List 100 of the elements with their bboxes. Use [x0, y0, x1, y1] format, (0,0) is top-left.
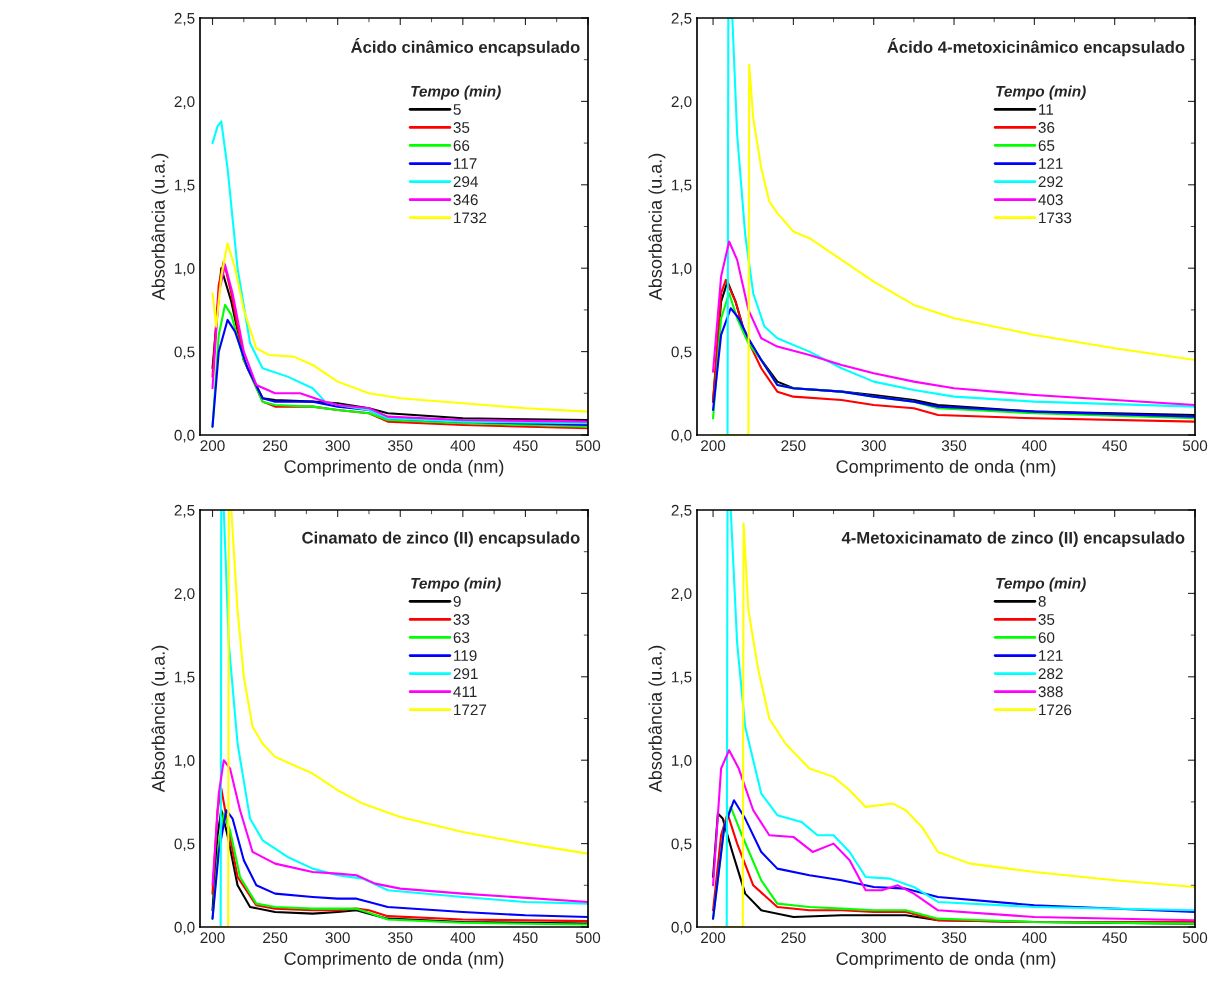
- x-axis-title: Comprimento de onda (nm): [284, 951, 504, 969]
- x-tick-label: 500: [1182, 932, 1208, 944]
- x-tick-label: 300: [861, 932, 886, 944]
- legend-label: 1733: [1039, 212, 1072, 224]
- legend-label: 9: [453, 596, 461, 607]
- legend-label: 121: [1039, 650, 1063, 661]
- y-tick-label: 0,5: [671, 838, 692, 852]
- y-tick-label: 1,0: [175, 755, 195, 768]
- text: Ácido 4-metoxicinâmico encapsulado: [887, 38, 1185, 57]
- y-axis-title: Absorbância (u.a.): [648, 645, 666, 793]
- line-series: [211, 242, 588, 413]
- legend-label: 11: [1039, 104, 1054, 115]
- legend-label: 65: [1038, 140, 1055, 151]
- x-tick-label: 300: [861, 440, 886, 452]
- legend-label: 291: [453, 668, 478, 680]
- x-tick-label: 250: [781, 932, 806, 944]
- legend-label: 119: [454, 650, 477, 662]
- y-tick-label: 1,5: [672, 671, 692, 685]
- line-series: [712, 240, 1195, 407]
- legend-label: 33: [453, 614, 470, 625]
- legend-label: 8: [1038, 596, 1046, 607]
- y-axis-title: Absorbância (u.a.): [151, 645, 169, 793]
- legend-label: 121: [1039, 158, 1063, 169]
- y-tick-label: 0,0: [174, 429, 195, 443]
- y-tick-label: 0,0: [671, 921, 692, 935]
- legend-title: Tempo (min): [996, 577, 1086, 592]
- x-tick-label: 400: [1021, 440, 1047, 452]
- legend-label: 292: [1038, 176, 1063, 188]
- y-tick-label: 2,5: [671, 504, 692, 518]
- x-tick-label: 200: [200, 440, 225, 452]
- x-tick-label: 200: [701, 932, 726, 944]
- x-tick-label: 450: [1102, 440, 1127, 452]
- legend-label: 117: [454, 158, 477, 169]
- y-tick-label: 0,5: [174, 838, 195, 852]
- y-tick-label: 2,5: [174, 504, 195, 518]
- y-tick-label: 0,0: [174, 921, 195, 935]
- x-tick-label: 500: [575, 440, 601, 452]
- text: Cinamato de zinco (II) encapsulado: [302, 531, 580, 547]
- y-tick-label: 1,5: [175, 179, 195, 193]
- x-tick-label: 450: [513, 932, 538, 944]
- legend-label: 35: [1038, 614, 1055, 625]
- x-axis-title: Comprimento de onda (nm): [836, 459, 1056, 477]
- legend-label: 403: [1038, 194, 1063, 206]
- legend-title: Tempo (min): [411, 85, 501, 100]
- x-tick-label: 400: [1021, 932, 1047, 944]
- text: Ácido cinâmico encapsulado: [350, 38, 580, 57]
- x-tick-label: 200: [701, 440, 726, 452]
- text: 4-Metoxicinamato de zinco (II) encapsulado: [841, 531, 1185, 547]
- x-tick-label: 250: [263, 932, 288, 944]
- x-tick-label: 250: [781, 440, 806, 452]
- x-tick-label: 350: [941, 932, 967, 944]
- y-tick-label: 2,0: [174, 96, 195, 109]
- legend-label: 294: [453, 176, 478, 188]
- x-tick-label: 300: [325, 932, 350, 944]
- x-tick-label: 200: [200, 932, 225, 944]
- legend-label: 66: [453, 140, 470, 151]
- legend-label: 388: [1038, 686, 1063, 698]
- x-tick-label: 350: [388, 440, 413, 452]
- y-tick-label: 1,0: [175, 263, 195, 276]
- y-tick-label: 2,5: [174, 12, 195, 26]
- legend-label: 63: [453, 632, 470, 643]
- x-tick-label: 450: [1102, 932, 1127, 944]
- y-tick-label: 0,5: [671, 346, 692, 360]
- y-tick-label: 1,5: [175, 671, 195, 685]
- legend-title: Tempo (min): [411, 577, 501, 592]
- legend-label: 1727: [454, 704, 487, 716]
- x-tick-label: 450: [513, 440, 538, 452]
- y-tick-label: 1,0: [672, 755, 692, 768]
- legend-label: 36: [1038, 122, 1055, 133]
- legend-label: 5: [453, 104, 461, 115]
- y-tick-label: 2,5: [671, 12, 692, 26]
- line-series: [211, 759, 588, 904]
- y-tick-label: 2,0: [174, 588, 195, 601]
- legend-label: 1732: [454, 212, 487, 224]
- legend-title: Tempo (min): [996, 85, 1086, 100]
- y-tick-label: 0,0: [671, 429, 692, 443]
- legend-label: 35: [453, 122, 470, 133]
- x-tick-label: 300: [325, 440, 350, 452]
- x-tick-label: 350: [388, 932, 413, 944]
- legend-label: 282: [1038, 668, 1063, 680]
- x-tick-label: 350: [941, 440, 967, 452]
- legend-label: 1726: [1039, 704, 1072, 716]
- line-series: [211, 120, 588, 425]
- y-axis-title: Absorbância (u.a.): [151, 153, 169, 301]
- y-tick-label: 1,5: [672, 179, 692, 193]
- x-axis-title: Comprimento de onda (nm): [284, 459, 504, 477]
- y-tick-label: 2,0: [671, 588, 692, 601]
- x-tick-label: 500: [575, 932, 601, 944]
- x-axis-title: Comprimento de onda (nm): [836, 951, 1056, 969]
- legend-label: 60: [1038, 632, 1055, 643]
- x-tick-label: 250: [263, 440, 288, 452]
- y-axis-title: Absorbância (u.a.): [648, 153, 666, 301]
- y-tick-label: 2,0: [671, 96, 692, 109]
- x-tick-label: 400: [450, 932, 475, 944]
- y-tick-label: 1,0: [672, 263, 692, 276]
- x-tick-label: 500: [1182, 440, 1208, 452]
- y-tick-label: 0,5: [174, 346, 195, 360]
- legend-label: 346: [453, 194, 478, 206]
- legend-label: 411: [453, 686, 477, 697]
- x-tick-label: 400: [450, 440, 475, 452]
